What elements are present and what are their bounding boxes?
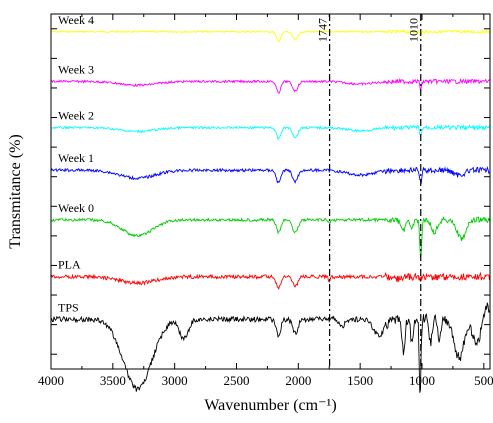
tick-layer: 4000 3500 3000 2500 2000 1500 1000 500: [38, 14, 493, 388]
x-tick-label: 1000: [409, 373, 435, 388]
series-line-week-1: [50, 165, 490, 185]
series-label-pla: PLA: [58, 258, 81, 272]
series-line-week-2: [50, 123, 490, 141]
series-line-week-0: [50, 216, 490, 258]
x-tick-label: 1500: [347, 373, 373, 388]
x-tick-label: 4000: [38, 373, 64, 388]
reference-label-1747: 1747: [316, 18, 330, 42]
series-layer: [50, 29, 490, 393]
y-axis-title: Transmitance (%): [7, 134, 24, 249]
x-axis-title: Wavenumber (cm⁻¹): [204, 397, 336, 414]
x-tick-label: 2000: [285, 373, 311, 388]
series-line-pla: [50, 271, 490, 291]
series-label-week-1: Week 1: [58, 151, 94, 165]
reference-label-1010: 1010: [407, 18, 421, 42]
plot-frame: [50, 13, 491, 370]
x-tick-label: 2500: [223, 373, 249, 388]
series-label-week-2: Week 2: [58, 109, 94, 123]
reference-lines: 1747 1010: [316, 14, 422, 369]
series-label-week-4: Week 4: [58, 13, 94, 27]
series-labels: Week 4 Week 3 Week 2 Week 1 Week 0 PLA TPS: [58, 13, 94, 315]
series-label-week-3: Week 3: [58, 62, 94, 76]
x-tick-label: 500: [474, 373, 493, 388]
series-line-week-4: [50, 29, 490, 43]
series-label-tps: TPS: [58, 300, 79, 314]
x-tick-label: 3500: [100, 373, 126, 388]
series-label-week-0: Week 0: [58, 201, 94, 215]
series-line-week-3: [50, 77, 490, 94]
series-line-tps: [50, 302, 490, 393]
x-tick-label: 3000: [162, 373, 188, 388]
